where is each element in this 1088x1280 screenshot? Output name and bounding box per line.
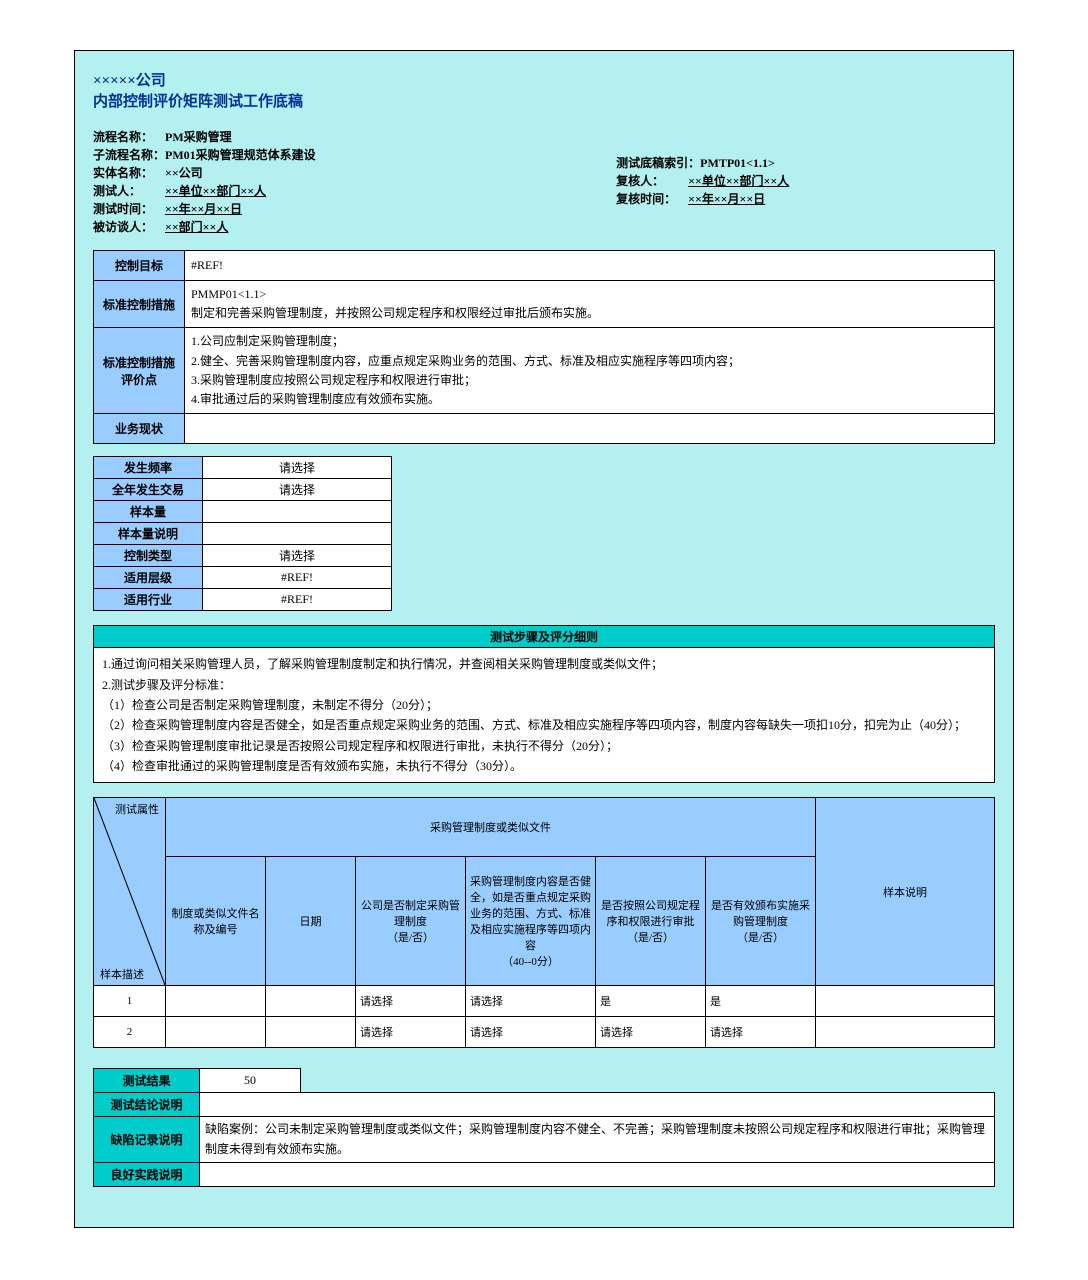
info-value: 1.公司应制定采购管理制度； 2.健全、完善采购管理制度内容，应重点规定采购业务…	[185, 328, 995, 414]
steps-body: 1.通过询问相关采购管理人员，了解采购管理制度制定和执行情况，并查阅相关采购管理…	[93, 648, 995, 783]
info-value: #REF!	[185, 251, 995, 281]
grid-cell: 请选择	[706, 1017, 816, 1048]
title-block: ×××××公司 内部控制评价矩阵测试工作底稿	[93, 69, 995, 111]
param-label: 全年发生交易	[94, 479, 203, 501]
info-label: 控制目标	[94, 251, 185, 281]
param-value	[203, 523, 392, 545]
grid-cell	[816, 1017, 995, 1048]
grid-cell: 是	[596, 986, 706, 1017]
param-value: #REF!	[203, 567, 392, 589]
diag-bottom: 样本描述	[100, 966, 144, 982]
meta-value: ××单位××部门××人	[165, 184, 266, 198]
meta-label: 子流程名称：	[93, 146, 165, 163]
result-value	[200, 1093, 995, 1117]
results-table: 测试结果50测试结论说明缺陷记录说明缺陷案例：公司未制定采购管理制度或类似文件；…	[93, 1068, 995, 1186]
params-table: 发生频率请选择全年发生交易请选择样本量样本量说明控制类型请选择适用层级#REF!…	[93, 456, 392, 611]
param-label: 发生频率	[94, 457, 203, 479]
grid-cell: 请选择	[466, 986, 596, 1017]
info-value	[185, 414, 995, 444]
group-header: 采购管理制度或类似文件	[166, 798, 816, 857]
row-index: 1	[94, 986, 166, 1017]
param-value: 请选择	[203, 479, 392, 501]
meta-section: 流程名称：PM采购管理子流程名称：PM01采购管理规范体系建设实体名称：××公司…	[93, 127, 995, 236]
meta-line: 复核时间：××年××月××日	[616, 190, 995, 207]
grid-cell	[166, 1017, 266, 1048]
meta-label: 复核人：	[616, 172, 688, 189]
info-value: PMMP01<1.1> 制定和完善采购管理制度，并按照公司规定程序和权限经过审批…	[185, 281, 995, 328]
info-label: 标准控制措施	[94, 281, 185, 328]
steps-header: 测试步骤及评分细则	[93, 625, 995, 648]
result-label: 缺陷记录说明	[94, 1117, 200, 1162]
meta-value: PMTP01<1.1>	[700, 156, 775, 170]
diag-header: 测试属性样本描述	[94, 798, 166, 986]
doc-title: 内部控制评价矩阵测试工作底稿	[93, 90, 995, 111]
meta-label: 被访谈人：	[93, 218, 165, 235]
meta-label: 复核时间：	[616, 190, 688, 207]
param-value: 请选择	[203, 457, 392, 479]
param-label: 控制类型	[94, 545, 203, 567]
meta-value: ××年××月××日	[165, 202, 242, 216]
meta-value: ××单位××部门××人	[688, 174, 789, 188]
result-value	[200, 1162, 995, 1186]
param-value	[203, 501, 392, 523]
meta-line: 测试时间：××年××月××日	[93, 200, 616, 217]
grid-cell	[816, 986, 995, 1017]
page: ×××××公司 内部控制评价矩阵测试工作底稿 流程名称：PM采购管理子流程名称：…	[74, 50, 1014, 1228]
meta-value: ××公司	[165, 166, 203, 180]
grid-cell: 请选择	[356, 986, 466, 1017]
grid-cell: 请选择	[466, 1017, 596, 1048]
meta-value: PM01采购管理规范体系建设	[165, 148, 316, 162]
meta-line: 测试底稿索引：PMTP01<1.1>	[616, 154, 995, 171]
info-label: 标准控制措施评价点	[94, 328, 185, 414]
result-value: 50	[200, 1069, 301, 1093]
info-label: 业务现状	[94, 414, 185, 444]
result-label: 测试结果	[94, 1069, 200, 1093]
meta-value: ××年××月××日	[688, 192, 765, 206]
meta-label: 测试时间：	[93, 200, 165, 217]
meta-label: 实体名称：	[93, 164, 165, 181]
diag-top: 测试属性	[115, 801, 159, 817]
col-header: 采购管理制度内容是否健全，如是否重点规定采购业务的范围、方式、标准及相应实施程序…	[466, 857, 596, 986]
sample-grid: 测试属性样本描述采购管理制度或类似文件样本说明制度或类似文件名称及编号日期公司是…	[93, 797, 995, 1048]
col-header: 日期	[266, 857, 356, 986]
meta-line: 实体名称：××公司	[93, 164, 616, 181]
col-header: 是否按照公司规定程序和权限进行审批 （是/否）	[596, 857, 706, 986]
result-label: 良好实践说明	[94, 1162, 200, 1186]
meta-line: 子流程名称：PM01采购管理规范体系建设	[93, 146, 616, 163]
meta-label: 测试底稿索引：	[616, 154, 700, 171]
meta-line: 测试人：××单位××部门××人	[93, 182, 616, 199]
grid-cell	[266, 1017, 356, 1048]
grid-cell	[266, 986, 356, 1017]
param-value: 请选择	[203, 545, 392, 567]
grid-cell: 请选择	[356, 1017, 466, 1048]
company-name: ×××××公司	[93, 69, 995, 90]
page-frame: ×××××公司 内部控制评价矩阵测试工作底稿 流程名称：PM采购管理子流程名称：…	[0, 0, 1088, 1280]
param-value: #REF!	[203, 589, 392, 611]
grid-cell: 是	[706, 986, 816, 1017]
grid-cell: 请选择	[596, 1017, 706, 1048]
param-label: 样本量	[94, 501, 203, 523]
col-header: 是否有效颁布实施采购管理制度 （是/否）	[706, 857, 816, 986]
result-label: 测试结论说明	[94, 1093, 200, 1117]
info-table: 控制目标#REF!标准控制措施PMMP01<1.1> 制定和完善采购管理制度，并…	[93, 250, 995, 444]
param-label: 样本量说明	[94, 523, 203, 545]
meta-label: 流程名称：	[93, 128, 165, 145]
meta-value: ××部门××人	[165, 220, 228, 234]
meta-line: 流程名称：PM采购管理	[93, 128, 616, 145]
result-value: 缺陷案例：公司未制定采购管理制度或类似文件；采购管理制度内容不健全、不完善；采购…	[200, 1117, 995, 1162]
meta-line: 被访谈人：××部门××人	[93, 218, 616, 235]
param-label: 适用行业	[94, 589, 203, 611]
grid-cell	[166, 986, 266, 1017]
meta-value: PM采购管理	[165, 130, 232, 144]
col-header: 制度或类似文件名称及编号	[166, 857, 266, 986]
meta-label: 测试人：	[93, 182, 165, 199]
col-header: 样本说明	[816, 798, 995, 986]
col-header: 公司是否制定采购管理制度 （是/否）	[356, 857, 466, 986]
row-index: 2	[94, 1017, 166, 1048]
meta-line: 复核人：××单位××部门××人	[616, 172, 995, 189]
param-label: 适用层级	[94, 567, 203, 589]
